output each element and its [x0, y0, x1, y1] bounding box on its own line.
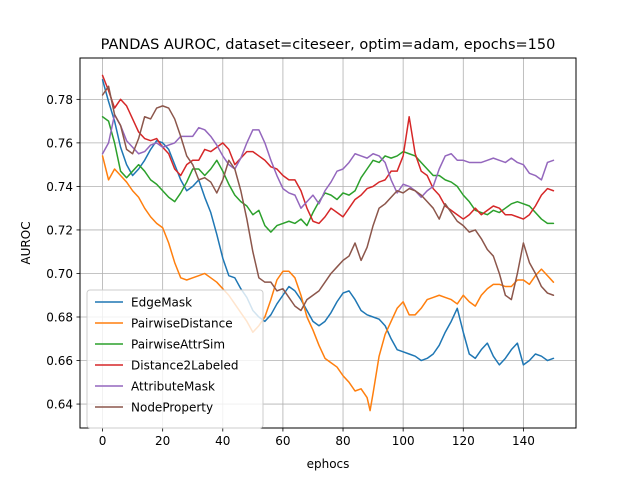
x-tick-label: 20	[155, 434, 170, 448]
series-line-nodeproperty	[101, 85, 555, 312]
y-tick-label: 0.74	[46, 180, 73, 194]
series-line-attributemask	[101, 113, 555, 209]
series-line-pairwisedistance	[101, 155, 555, 412]
legend-label: PairwiseAttrSim	[131, 338, 225, 352]
y-tick-label: 0.68	[46, 311, 73, 325]
series-line-distance2labeled	[101, 74, 555, 225]
y-tick-label: 0.70	[46, 267, 73, 281]
x-tick-label: 40	[215, 434, 230, 448]
y-tick-label: 0.66	[46, 354, 73, 368]
legend-label: NodeProperty	[131, 401, 213, 415]
x-tick-label: 60	[275, 434, 290, 448]
y-tick-label: 0.72	[46, 223, 73, 237]
x-tick-label: 100	[392, 434, 415, 448]
x-tick-label: 120	[452, 434, 475, 448]
legend-label: EdgeMask	[131, 296, 192, 310]
x-tick-label: 80	[335, 434, 350, 448]
x-tick-label: 140	[512, 434, 535, 448]
x-axis-ticks: 0 20 40 60 80 100 120 140	[99, 428, 535, 448]
y-axis-label: AUROC	[19, 221, 33, 264]
y-tick-label: 0.78	[46, 93, 73, 107]
series-lines	[101, 74, 555, 412]
legend-label: PairwiseDistance	[131, 317, 233, 331]
legend: EdgeMask PairwiseDistance PairwiseAttrSim D…	[86, 289, 264, 429]
legend-box	[86, 289, 264, 429]
x-tick-label: 0	[99, 434, 107, 448]
chart-title: PANDAS AUROC, dataset=citeseer, optim=ad…	[101, 37, 556, 53]
legend-label: Distance2Labeled	[131, 359, 238, 373]
x-axis-label: ephocs	[307, 457, 350, 471]
y-axis-ticks: 0.64 0.66 0.68 0.70 0.72 0.74 0.76 0.78	[46, 93, 80, 412]
y-tick-label: 0.64	[46, 398, 73, 412]
legend-label: AttributeMask	[131, 380, 215, 394]
plot-area-frame	[79, 57, 577, 429]
y-tick-label: 0.76	[46, 136, 73, 150]
